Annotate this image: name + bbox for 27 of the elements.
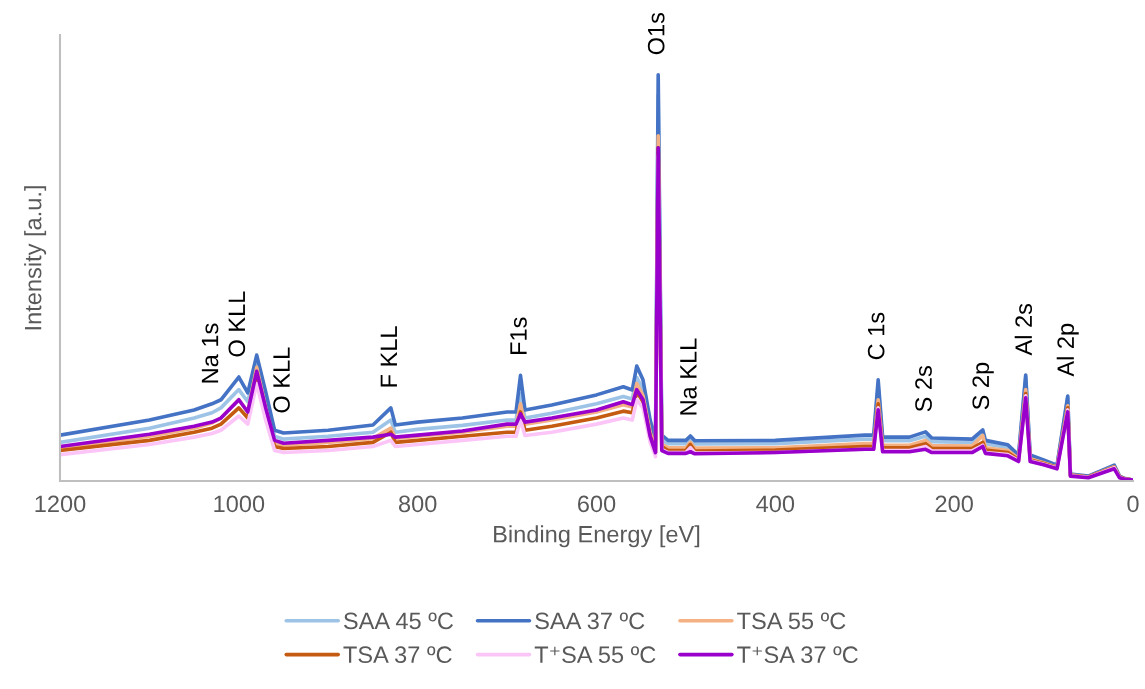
x-tick-label: 1200 xyxy=(35,495,86,513)
legend-label: T⁺SA 37 ºC xyxy=(737,646,858,664)
x-tick-label: 400 xyxy=(756,495,795,513)
legend-label: TSA 55 ºC xyxy=(737,612,846,630)
annotation: Na KLL xyxy=(680,338,697,415)
x-tick-label: 600 xyxy=(578,495,616,513)
annotation: F KLL xyxy=(380,326,397,387)
legend-label: SAA 37 ºC xyxy=(535,612,645,630)
annotation: S 2p xyxy=(972,362,994,410)
annotation: F1s xyxy=(510,317,527,355)
x-tick-label: 1000 xyxy=(214,495,265,513)
annotation: Al 2s xyxy=(1014,303,1033,356)
legend-label: SAA 45 ºC xyxy=(343,612,454,630)
x-axis-title: Binding Energy [eV] xyxy=(494,525,700,548)
legend-label: T⁺SA 55 ºC xyxy=(534,646,656,664)
y-axis-title: Intensity [a.u.] xyxy=(24,186,47,330)
x-tick-label: 800 xyxy=(399,495,437,513)
annotation: C 1s xyxy=(867,312,885,360)
x-tick-label: 200 xyxy=(935,495,973,513)
annotation: O KLL xyxy=(273,347,290,413)
x-tick-label: 0 xyxy=(1127,495,1139,513)
annotation: S 2s xyxy=(915,366,932,412)
annotation: O1s xyxy=(647,12,665,55)
legend-label: TSA 37 ºC xyxy=(343,646,452,664)
annotation: O KLL xyxy=(228,291,246,357)
annotation: Na 1s xyxy=(201,323,219,383)
annotation: Al 2p xyxy=(1056,323,1079,377)
